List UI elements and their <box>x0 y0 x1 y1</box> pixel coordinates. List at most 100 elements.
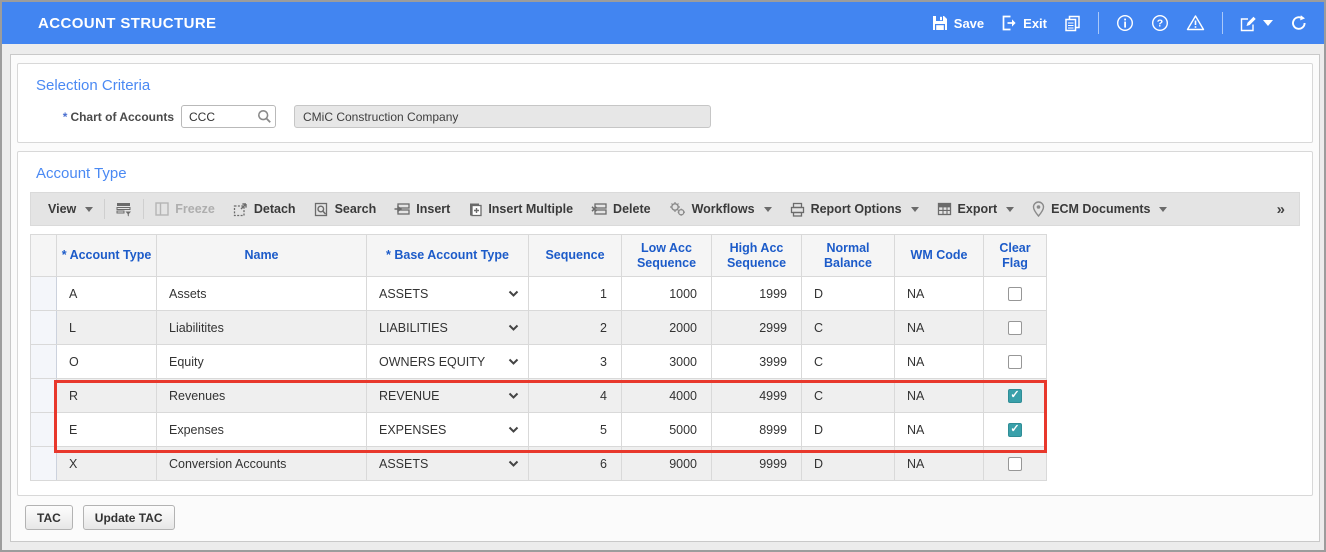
save-label: Save <box>953 15 985 31</box>
cell-account-type[interactable]: A <box>56 276 157 311</box>
cell-account-type[interactable]: R <box>56 378 157 413</box>
cell-low-acc-sequence[interactable]: 9000 <box>621 446 712 481</box>
cell-normal-balance[interactable]: C <box>801 344 895 379</box>
cell-account-type[interactable]: X <box>56 446 157 481</box>
chevron-down-icon[interactable] <box>508 358 519 366</box>
chevron-down-icon[interactable] <box>508 290 519 298</box>
detach-button[interactable]: Detach <box>224 193 305 225</box>
cell-low-acc-sequence[interactable]: 4000 <box>621 378 712 413</box>
cell-wm-code[interactable]: NA <box>894 378 984 413</box>
cell-low-acc-sequence[interactable]: 1000 <box>621 276 712 311</box>
titlebar-actions: Save Exit ? <box>932 12 1308 34</box>
cell-normal-balance[interactable]: D <box>801 412 895 447</box>
cell-base-account-type[interactable]: ASSETS <box>366 276 529 311</box>
chevron-down-icon[interactable] <box>508 460 519 468</box>
update-tac-button[interactable]: Update TAC <box>82 505 175 530</box>
toolbar-overflow-button[interactable]: » <box>1276 200 1285 218</box>
cell-normal-balance[interactable]: D <box>801 446 895 481</box>
cell-high-acc-sequence[interactable]: 4999 <box>711 378 802 413</box>
chevron-down-icon[interactable] <box>508 426 519 434</box>
cell-low-acc-sequence[interactable]: 5000 <box>621 412 712 447</box>
clear-flag-checkbox[interactable] <box>1008 456 1022 471</box>
cell-high-acc-sequence[interactable]: 1999 <box>711 276 802 311</box>
clear-flag-checkbox[interactable] <box>1008 422 1022 437</box>
freeze-button: Freeze <box>146 193 224 225</box>
cell-wm-code[interactable]: NA <box>894 446 984 481</box>
cell-low-acc-sequence[interactable]: 2000 <box>621 310 712 345</box>
cell-account-type[interactable]: E <box>56 412 157 447</box>
cell-name[interactable]: Expenses <box>156 412 367 447</box>
cell-sequence[interactable]: 5 <box>528 412 622 447</box>
clear-flag-checkbox[interactable] <box>1008 320 1022 335</box>
cell-high-acc-sequence[interactable]: 3999 <box>711 344 802 379</box>
freeze-icon <box>155 202 169 216</box>
report-options-menu-button[interactable]: Report Options <box>781 193 928 225</box>
cell-base-account-type[interactable]: OWNERS EQUITY <box>366 344 529 379</box>
cell-normal-balance[interactable]: C <box>801 310 895 345</box>
info-icon[interactable] <box>1116 14 1134 32</box>
export-menu-button[interactable]: Export <box>928 193 1024 225</box>
cell-base-account-type[interactable]: ASSETS <box>366 446 529 481</box>
cell-account-type[interactable]: O <box>56 344 157 379</box>
edit-icon <box>1240 15 1257 32</box>
chart-of-accounts-input[interactable] <box>181 105 276 128</box>
cell-normal-balance[interactable]: D <box>801 276 895 311</box>
search-lov-icon[interactable] <box>257 109 272 124</box>
ecm-documents-menu-button[interactable]: ECM Documents <box>1023 193 1176 225</box>
row-selector[interactable] <box>30 344 57 379</box>
help-icon[interactable]: ? <box>1151 14 1169 32</box>
cell-sequence[interactable]: 3 <box>528 344 622 379</box>
cell-name[interactable]: Assets <box>156 276 367 311</box>
delete-button[interactable]: Delete <box>582 193 660 225</box>
search-button[interactable]: Search <box>305 193 386 225</box>
cell-normal-balance[interactable]: C <box>801 378 895 413</box>
cell-base-account-type[interactable]: EXPENSES <box>366 412 529 447</box>
table-settings-button[interactable] <box>107 193 141 225</box>
tac-button[interactable]: TAC <box>25 505 73 530</box>
refresh-icon[interactable] <box>1290 14 1308 32</box>
chevron-down-icon[interactable] <box>508 324 519 332</box>
insert-row-icon <box>394 202 410 216</box>
row-selector[interactable] <box>30 378 57 413</box>
cell-name[interactable]: Revenues <box>156 378 367 413</box>
insert-button[interactable]: Insert <box>385 193 459 225</box>
cell-sequence[interactable]: 1 <box>528 276 622 311</box>
row-selector[interactable] <box>30 310 57 345</box>
exit-button[interactable]: Exit <box>1001 15 1047 31</box>
edit-dropdown-caret[interactable] <box>1263 20 1273 26</box>
workflows-menu-button[interactable]: Workflows <box>660 193 781 225</box>
cell-clear-flag <box>983 310 1047 345</box>
cell-wm-code[interactable]: NA <box>894 310 984 345</box>
cell-name[interactable]: Liabilitites <box>156 310 367 345</box>
cell-sequence[interactable]: 6 <box>528 446 622 481</box>
row-selector[interactable] <box>30 446 57 481</box>
cell-wm-code[interactable]: NA <box>894 344 984 379</box>
cell-account-type[interactable]: L <box>56 310 157 345</box>
row-selector[interactable] <box>30 412 57 447</box>
insert-multiple-button[interactable]: Insert Multiple <box>459 193 582 225</box>
cell-sequence[interactable]: 4 <box>528 378 622 413</box>
chevron-down-icon[interactable] <box>508 392 519 400</box>
cell-base-account-type[interactable]: REVENUE <box>366 378 529 413</box>
account-type-heading: Account Type <box>36 165 127 182</box>
cell-name[interactable]: Equity <box>156 344 367 379</box>
edit-mode-button[interactable] <box>1240 15 1273 32</box>
cell-sequence[interactable]: 2 <box>528 310 622 345</box>
clear-flag-checkbox[interactable] <box>1008 286 1022 301</box>
cell-base-account-type[interactable]: LIABILITIES <box>366 310 529 345</box>
copy-pages-icon[interactable] <box>1064 15 1081 32</box>
cell-high-acc-sequence[interactable]: 8999 <box>711 412 802 447</box>
save-button[interactable]: Save <box>932 15 984 31</box>
warning-icon[interactable] <box>1186 14 1205 32</box>
clear-flag-checkbox[interactable] <box>1008 388 1022 403</box>
column-header-account-type: * Account Type <box>56 234 157 277</box>
row-selector[interactable] <box>30 276 57 311</box>
cell-name[interactable]: Conversion Accounts <box>156 446 367 481</box>
cell-low-acc-sequence[interactable]: 3000 <box>621 344 712 379</box>
cell-wm-code[interactable]: NA <box>894 412 984 447</box>
cell-wm-code[interactable]: NA <box>894 276 984 311</box>
cell-high-acc-sequence[interactable]: 2999 <box>711 310 802 345</box>
cell-high-acc-sequence[interactable]: 9999 <box>711 446 802 481</box>
view-menu-button[interactable]: View <box>39 193 102 225</box>
clear-flag-checkbox[interactable] <box>1008 354 1022 369</box>
